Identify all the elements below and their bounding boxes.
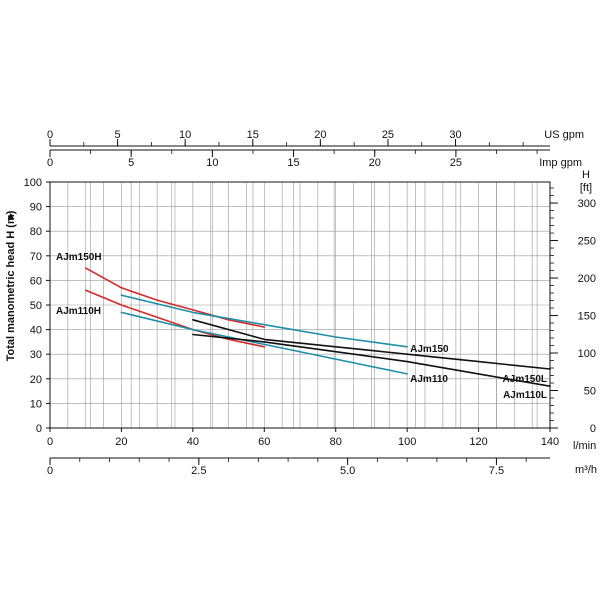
right-axis-label-h: H [582,169,590,181]
series-label-ajm110l: AJm110L [503,390,547,401]
impgpm-tick-label: 5 [128,157,134,169]
x-tick-label: 0 [47,436,53,448]
usgpm-tick-label: 15 [247,129,259,141]
impgpm-tick-label: 0 [47,157,53,169]
ft-tick-label: 200 [578,273,596,285]
x-tick-label: 60 [258,436,270,448]
usgpm-tick-label: 10 [179,129,191,141]
grid [49,181,551,429]
series-line-ajm110h [84,289,266,348]
m3h-tick-label: 7.5 [489,465,504,477]
y-tick-label: 40 [30,325,42,337]
bottom-axis-unit-m3h: m³/h [575,464,597,476]
y-tick-label: 90 [30,202,42,214]
usgpm-tick-label: 25 [382,129,394,141]
x-tick-label: 80 [330,436,342,448]
usgpm-tick-label: 20 [314,129,326,141]
head-axis-meters: 0 10 20 30 40 50 60 70 80 90 100 [24,177,50,435]
y-tick-label: 100 [24,177,42,189]
series-label-ajm150h: AJm150H [56,252,102,263]
top-axis-unit-impgpm: Imp gpm [539,157,582,169]
y-tick-label: 60 [30,275,42,287]
series-line-ajm110l [192,333,551,388]
usgpm-tick-label: 30 [449,129,461,141]
ft-tick-label: 150 [578,311,596,323]
usgpm-tick-label: 5 [115,129,121,141]
ft-tick-label: 0 [590,423,596,435]
x-tick-label: 100 [398,436,416,448]
series-line-ajm150h [84,267,266,328]
y-axis-arrow: ► [5,211,17,222]
usgpm-tick-label: 0 [47,129,53,141]
impgpm-tick-label: 10 [206,157,218,169]
series-label-ajm150: AJm150 [410,344,449,355]
x-tick-label: 120 [469,436,487,448]
ft-tick-label: 50 [584,386,596,398]
y-tick-label: 50 [30,300,42,312]
m3h-tick-label: 2.5 [191,465,206,477]
y-axis-title: Total manometric head H (m) [5,210,17,361]
series-labels: AJm150H AJm110H AJm150 AJm110 AJm150L AJm110L [56,252,547,401]
x-tick-label: 20 [115,436,127,448]
x-tick-label: 40 [187,436,199,448]
right-axis-label-ft: [ft] [580,182,592,194]
series-label-ajm110h: AJm110H [56,306,101,317]
impgpm-tick-label: 15 [287,157,299,169]
ft-tick-label: 100 [578,348,596,360]
ft-tick-label: 250 [578,236,596,248]
y-tick-label: 0 [36,423,42,435]
y-tick-label: 20 [30,374,42,386]
head-axis-feet: 0 50 100 150 200 250 300 [550,187,596,435]
top-flow-axes: 0 5 10 15 20 25 30 0 5 10 15 20 25 [47,129,550,169]
series-label-ajm110: AJm110 [410,374,448,385]
bottom-flow-axes: 0 20 40 60 80 100 120 140 0 2.5 5.0 7.5 [47,428,559,477]
series-line-ajm110 [120,311,408,375]
y-tick-label: 30 [30,349,42,361]
x-axis-unit-lmin: l/min [573,440,596,452]
series-lines [84,267,551,388]
m3h-tick-label: 0 [47,465,53,477]
impgpm-tick-label: 25 [450,157,462,169]
m3h-tick-label: 5.0 [340,465,355,477]
y-tick-label: 70 [30,251,42,263]
impgpm-tick-label: 20 [369,157,381,169]
top-axis-unit-usgpm: US gpm [544,129,584,141]
y-tick-label: 80 [30,226,42,238]
x-tick-label: 140 [541,436,559,448]
series-line-ajm150 [120,294,408,348]
y-tick-label: 10 [30,398,42,410]
series-line-ajm150l [192,318,551,370]
series-label-ajm150l: AJm150L [503,374,547,385]
ft-tick-label: 300 [578,198,596,210]
